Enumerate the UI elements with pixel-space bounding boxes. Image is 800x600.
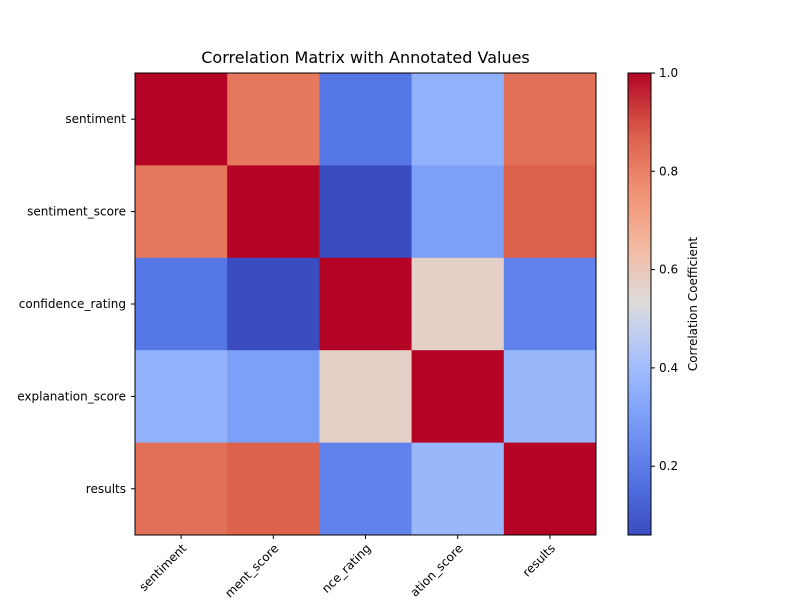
heatmap-cell-0-4 <box>503 73 597 166</box>
heatmap-cell-4-3 <box>411 442 505 536</box>
heatmap-cell-1-2 <box>319 165 413 259</box>
heatmap-cell-3-0 <box>135 350 228 444</box>
heatmap-cell-3-3 <box>411 350 505 444</box>
heatmap-cell-1-4 <box>503 165 597 259</box>
x-tick-label: results <box>520 541 558 579</box>
y-tick-label: sentiment_score <box>27 205 126 219</box>
x-tick-label: ment_score <box>222 541 281 600</box>
colorbar-tick-label: 1.0 <box>659 66 678 80</box>
heatmap-cell-0-2 <box>319 73 413 166</box>
heatmap-cell-1-3 <box>411 165 505 259</box>
colorbar-tick-label: 0.2 <box>659 459 678 473</box>
heatmap-cell-3-2 <box>319 350 413 444</box>
y-tick-label: explanation_score <box>17 389 126 403</box>
x-axis-ticks: sentiment ment_score nce_rating ation_score… <box>136 535 558 600</box>
y-tick-label: sentiment <box>65 112 126 126</box>
heatmap-cell-4-4 <box>503 442 597 536</box>
y-tick-label: results <box>86 482 126 496</box>
heatmap-cell-4-2 <box>319 442 413 536</box>
colorbar-tick-label: 0.4 <box>659 361 678 375</box>
heatmap-cell-2-2 <box>319 257 413 351</box>
y-axis-ticks: sentiment sentiment_score confidence_ratin… <box>17 112 135 496</box>
heatmap-cells <box>135 73 597 536</box>
heatmap-cell-4-1 <box>227 442 320 536</box>
colorbar-tick-label: 0.6 <box>659 263 678 277</box>
heatmap-cell-0-3 <box>411 73 505 166</box>
heatmap-cell-2-4 <box>503 257 597 351</box>
x-tick-label: sentiment <box>136 541 189 594</box>
heatmap-cell-2-1 <box>227 257 320 351</box>
heatmap-cell-0-1 <box>227 73 320 166</box>
heatmap-cell-0-0 <box>135 73 228 166</box>
chart-title: Correlation Matrix with Annotated Values <box>201 48 530 67</box>
heatmap-cell-2-3 <box>411 257 505 351</box>
x-tick-label: ation_score <box>407 541 465 599</box>
y-tick-label: confidence_rating <box>19 297 126 311</box>
heatmap-cell-1-0 <box>135 165 228 259</box>
heatmap-cell-1-1 <box>227 165 320 259</box>
colorbar-tick-label: 0.8 <box>659 164 678 178</box>
colorbar-ticks: 0.2 0.4 0.6 0.8 1.0 <box>651 66 678 473</box>
colorbar-label: Correlation Coefficient <box>686 237 700 372</box>
colorbar <box>627 72 652 536</box>
heatmap-cell-3-1 <box>227 350 320 444</box>
heatmap-cell-4-0 <box>135 442 228 536</box>
heatmap-cell-3-4 <box>503 350 597 444</box>
heatmap-cell-2-0 <box>135 257 228 351</box>
x-tick-label: nce_rating <box>319 541 374 596</box>
